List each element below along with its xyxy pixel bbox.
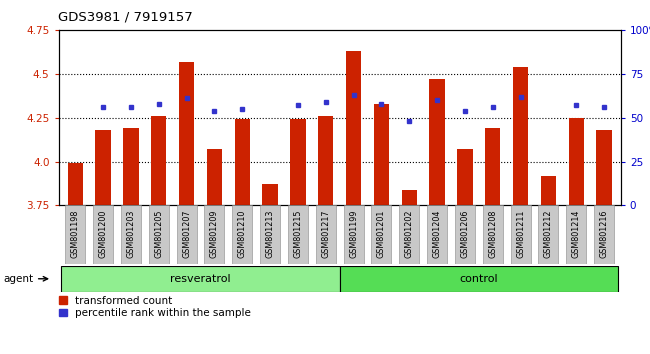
Text: GDS3981 / 7919157: GDS3981 / 7919157 xyxy=(58,11,193,24)
Bar xyxy=(288,205,308,264)
Bar xyxy=(485,128,500,205)
Bar xyxy=(93,205,113,264)
Bar xyxy=(124,128,138,205)
Bar xyxy=(510,205,530,264)
Text: control: control xyxy=(460,274,498,284)
Bar xyxy=(204,205,224,264)
Text: GSM801211: GSM801211 xyxy=(516,210,525,258)
Bar xyxy=(399,205,419,264)
Text: agent: agent xyxy=(3,274,33,284)
Bar xyxy=(96,130,111,205)
Bar xyxy=(538,205,558,264)
Text: GSM801208: GSM801208 xyxy=(488,210,497,258)
Bar xyxy=(232,205,252,264)
Bar xyxy=(290,119,305,205)
Text: GSM801202: GSM801202 xyxy=(405,210,413,258)
Bar xyxy=(121,205,141,264)
Text: resveratrol: resveratrol xyxy=(170,274,231,284)
Legend: transformed count, percentile rank within the sample: transformed count, percentile rank withi… xyxy=(58,296,251,318)
Text: GSM801212: GSM801212 xyxy=(544,210,553,258)
Text: GSM801214: GSM801214 xyxy=(572,210,580,258)
Text: GSM801204: GSM801204 xyxy=(432,210,441,258)
Text: GSM801207: GSM801207 xyxy=(182,210,191,258)
Text: GSM801199: GSM801199 xyxy=(349,210,358,258)
Text: GSM801201: GSM801201 xyxy=(377,210,386,258)
Bar xyxy=(65,205,85,264)
Bar xyxy=(374,104,389,205)
Bar xyxy=(263,184,278,205)
Text: GSM801200: GSM801200 xyxy=(99,210,107,258)
Text: GSM801205: GSM801205 xyxy=(154,210,163,258)
Bar xyxy=(235,119,250,205)
Bar xyxy=(430,79,445,205)
Bar xyxy=(541,176,556,205)
Text: GSM801210: GSM801210 xyxy=(238,210,247,258)
Text: GSM801203: GSM801203 xyxy=(126,210,135,258)
Bar xyxy=(343,205,363,264)
Text: GSM801215: GSM801215 xyxy=(293,210,302,258)
Text: GSM801213: GSM801213 xyxy=(266,210,274,258)
Bar xyxy=(569,118,584,205)
Bar xyxy=(179,62,194,205)
Bar xyxy=(61,266,339,292)
Text: GSM801216: GSM801216 xyxy=(599,210,608,258)
Bar xyxy=(149,205,169,264)
Bar xyxy=(151,116,166,205)
Bar xyxy=(427,205,447,264)
Bar xyxy=(457,149,473,205)
Bar xyxy=(316,205,336,264)
Bar xyxy=(566,205,586,264)
Bar xyxy=(346,51,361,205)
Bar xyxy=(371,205,391,264)
Bar xyxy=(177,205,196,264)
Bar xyxy=(318,116,333,205)
Bar xyxy=(513,67,528,205)
Bar xyxy=(207,149,222,205)
Text: GSM801209: GSM801209 xyxy=(210,210,219,258)
Bar xyxy=(339,266,618,292)
Bar xyxy=(260,205,280,264)
Bar xyxy=(483,205,502,264)
Bar xyxy=(594,205,614,264)
Text: GSM801206: GSM801206 xyxy=(460,210,469,258)
Bar xyxy=(455,205,475,264)
Bar xyxy=(597,130,612,205)
Text: GSM801198: GSM801198 xyxy=(71,210,80,258)
Bar xyxy=(68,163,83,205)
Text: GSM801217: GSM801217 xyxy=(321,210,330,258)
Bar xyxy=(402,189,417,205)
